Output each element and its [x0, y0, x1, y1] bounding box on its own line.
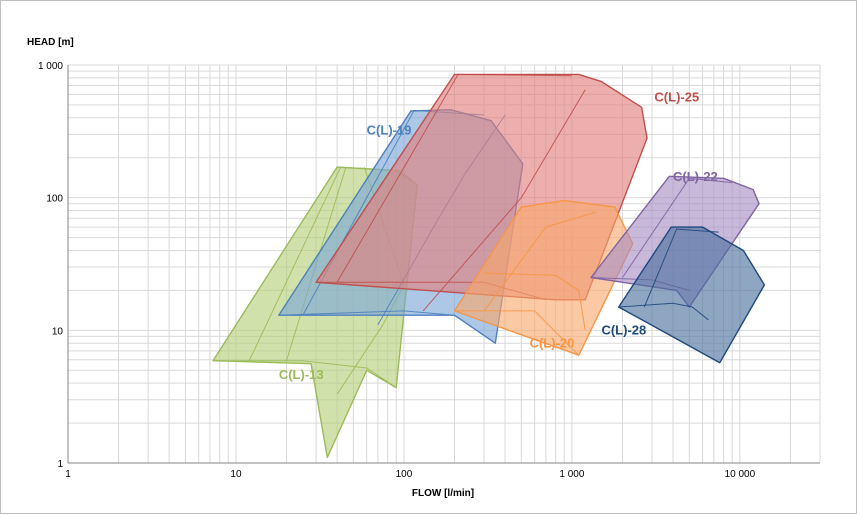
x-axis-title: FLOW [l/min]	[412, 488, 474, 499]
x-tick-label: 1	[65, 469, 71, 480]
series-labels: C(L)-13 C(L)-19 C(L)-25 C(L)-20 C(L)-22 C(L)-…	[279, 90, 718, 382]
x-tick-label: 10	[230, 469, 242, 480]
series-curve-c-l-20	[483, 211, 597, 312]
y-tick-label: 1 000	[38, 61, 63, 72]
series-area-c-l-28	[618, 226, 766, 364]
series-curve-c-l-13	[213, 360, 397, 389]
series-c-l-28	[618, 226, 766, 364]
x-tick-label: 1 000	[559, 469, 584, 480]
y-tick-labels: 1 10 100 1 000	[38, 61, 63, 470]
series-label-c-l-25: C(L)-25	[654, 90, 699, 105]
y-tick-label: 1	[57, 459, 63, 470]
series-curve-c-l-28	[643, 228, 719, 308]
series-curve-c-l-20	[454, 310, 580, 356]
series-label-c-l-20: C(L)-20	[530, 336, 575, 351]
x-tick-label: 10 000	[725, 469, 756, 480]
axis-layer	[67, 65, 820, 464]
y-tick-label: 100	[46, 194, 63, 205]
series-label-c-l-19: C(L)-19	[367, 122, 412, 137]
series-label-c-l-28: C(L)-28	[601, 323, 646, 338]
series-curve-c-l-20	[484, 272, 586, 331]
x-tick-label: 100	[396, 469, 413, 480]
series-curve-c-l-25	[422, 89, 586, 312]
series-curve-c-l-28	[618, 302, 709, 321]
series-curve-c-l-19	[278, 310, 496, 344]
y-tick-label: 10	[52, 326, 64, 337]
series-curve-c-l-25	[336, 73, 572, 283]
series-curve-c-l-22	[622, 177, 733, 278]
y-axis-title: HEAD [m]	[27, 37, 74, 48]
x-tick-labels: 1 10 100 1 000 10 000	[65, 469, 755, 480]
series-c-l-20	[453, 199, 634, 356]
series-label-c-l-22: C(L)-22	[673, 169, 718, 184]
series-areas	[212, 73, 766, 459]
series-label-c-l-13: C(L)-13	[279, 367, 324, 382]
